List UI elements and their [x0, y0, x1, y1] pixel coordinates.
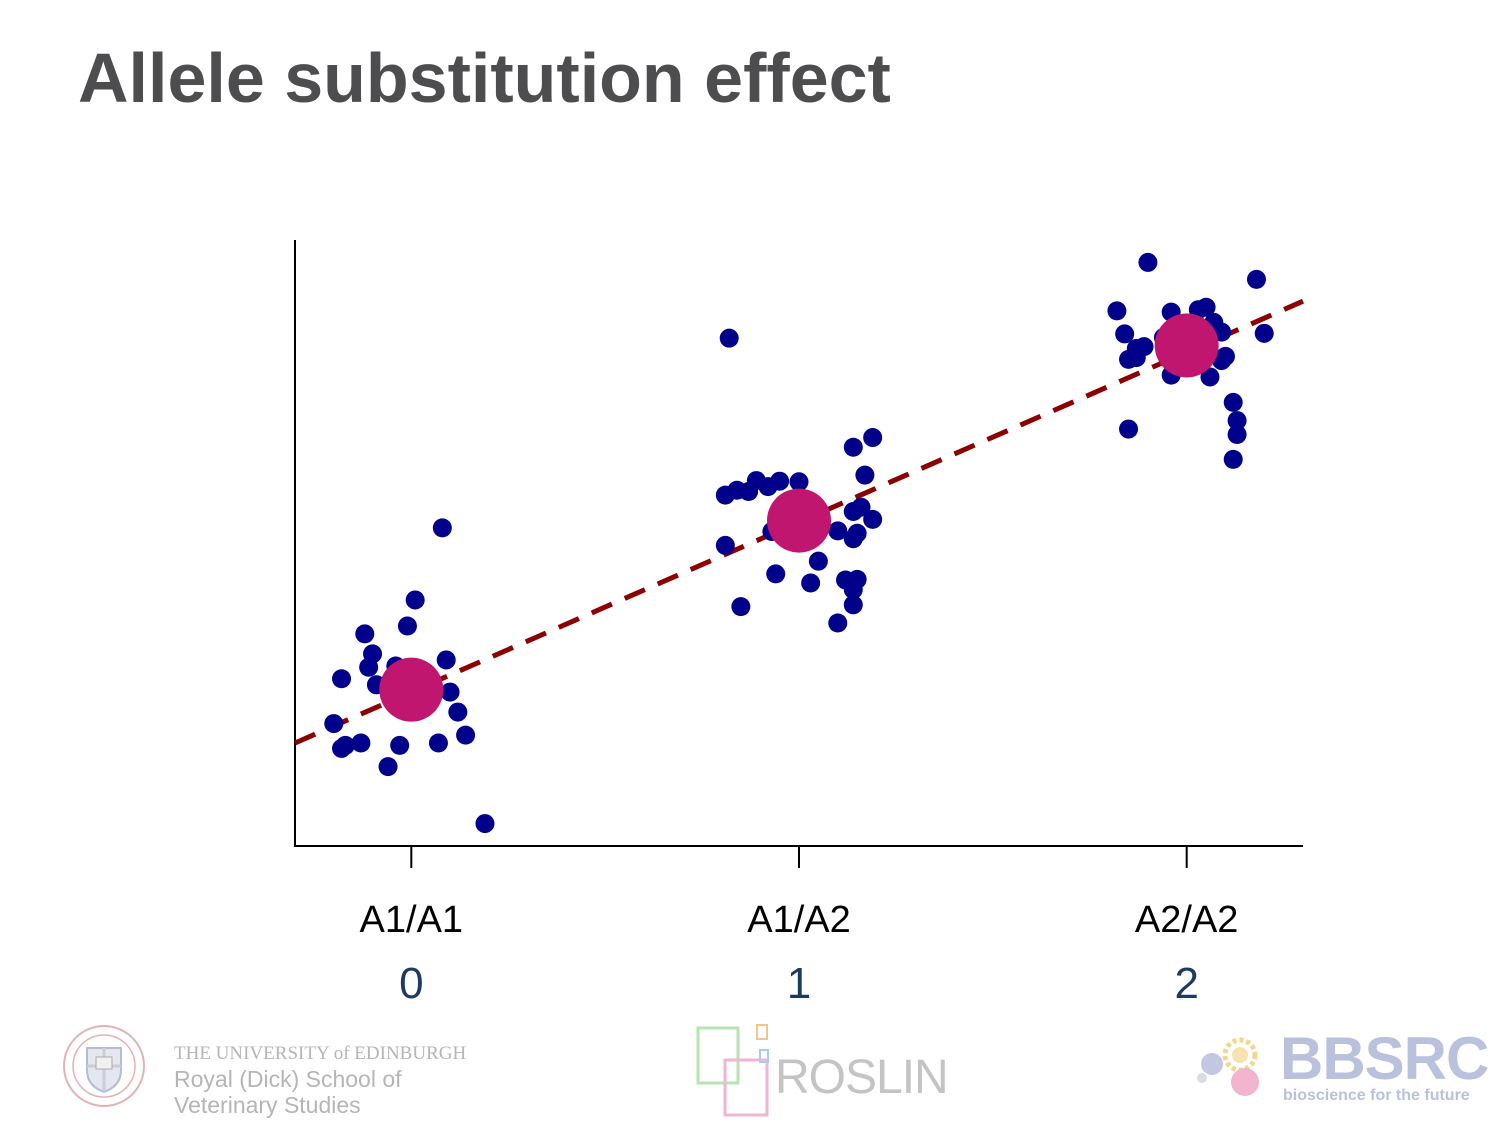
data-point	[1134, 337, 1154, 357]
edinburgh-crest-icon	[63, 1025, 145, 1107]
data-point	[1196, 297, 1216, 317]
genotype-label: A1/A1	[360, 899, 464, 941]
data-point	[1119, 419, 1139, 439]
bbsrc-molecule-icon	[1197, 1037, 1259, 1096]
genotype-code-label: 1	[787, 959, 811, 1008]
data-point	[456, 725, 476, 745]
x-axis-ticks	[410, 846, 1188, 868]
slide-title: Allele substitution effect	[78, 39, 891, 117]
data-point	[1138, 252, 1158, 272]
data-point	[1215, 346, 1235, 366]
data-point	[475, 814, 495, 834]
data-point	[332, 669, 352, 689]
data-point	[855, 465, 875, 485]
roslin-logo: ROSLIN	[693, 1020, 963, 1120]
bbsrc-tagline: bioscience for the future	[1283, 1087, 1470, 1104]
data-point	[863, 428, 883, 448]
data-point	[335, 735, 355, 755]
genotype-label: A2/A2	[1135, 899, 1239, 941]
data-point	[355, 624, 375, 644]
data-point	[1246, 269, 1266, 289]
bbsrc-wordmark: BBSRC	[1280, 1025, 1489, 1092]
x-axis-labels: A1/A1 0 A1/A2 1 A2/A2 2	[360, 899, 1239, 1008]
data-point	[428, 733, 448, 753]
mean-point	[767, 488, 831, 553]
data-point	[843, 437, 863, 457]
data-point	[1107, 301, 1127, 321]
group-means	[379, 313, 1219, 722]
genotype-code-label: 0	[399, 959, 423, 1008]
data-point	[1254, 323, 1274, 343]
roslin-wordmark: ROSLIN	[775, 1051, 949, 1104]
data-point	[843, 595, 863, 615]
data-point	[324, 714, 344, 734]
data-point	[808, 551, 828, 571]
edinburgh-line3: Veterinary Studies	[174, 1092, 361, 1118]
data-point	[390, 735, 410, 755]
data-point	[731, 597, 751, 617]
data-point	[1200, 367, 1220, 387]
data-point	[1227, 411, 1247, 431]
data-point	[715, 535, 735, 555]
data-point	[1223, 392, 1243, 412]
roslin-mark-icon	[696, 1024, 769, 1117]
data-point	[801, 573, 821, 593]
mean-point	[379, 657, 444, 722]
genotype-code-label: 2	[1174, 959, 1198, 1008]
data-point	[397, 616, 417, 636]
genotype-label: A1/A2	[747, 899, 851, 941]
bbsrc-logo: BBSRC bioscience for the future	[1190, 1020, 1490, 1120]
data-point	[847, 523, 867, 543]
mean-point	[1154, 313, 1219, 378]
data-point	[770, 471, 790, 491]
data-point	[448, 702, 468, 722]
data-point	[351, 733, 371, 753]
data-point	[828, 613, 848, 633]
data-point	[828, 521, 848, 541]
data-point	[789, 472, 809, 492]
data-point	[436, 650, 456, 670]
data-point	[851, 497, 871, 517]
university-of-edinburgh-logo: THE UNIVERSITY of EDINBURGH Royal (Dick)…	[60, 1020, 480, 1120]
edinburgh-line1: THE UNIVERSITY of EDINBURGH	[174, 1043, 467, 1064]
edinburgh-line2: Royal (Dick) School of	[174, 1066, 402, 1092]
data-point	[847, 569, 867, 589]
data-point	[1223, 449, 1243, 469]
data-point	[1227, 425, 1247, 445]
data-point	[363, 644, 383, 664]
data-point	[405, 590, 425, 610]
data-point	[432, 518, 452, 538]
footer-logos: THE UNIVERSITY of EDINBURGH Royal (Dick)…	[0, 1015, 1500, 1125]
data-point	[1115, 324, 1135, 344]
data-point	[440, 682, 460, 702]
data-point	[766, 564, 786, 584]
data-point	[378, 757, 398, 777]
data-point	[719, 328, 739, 348]
data-point	[863, 509, 883, 529]
